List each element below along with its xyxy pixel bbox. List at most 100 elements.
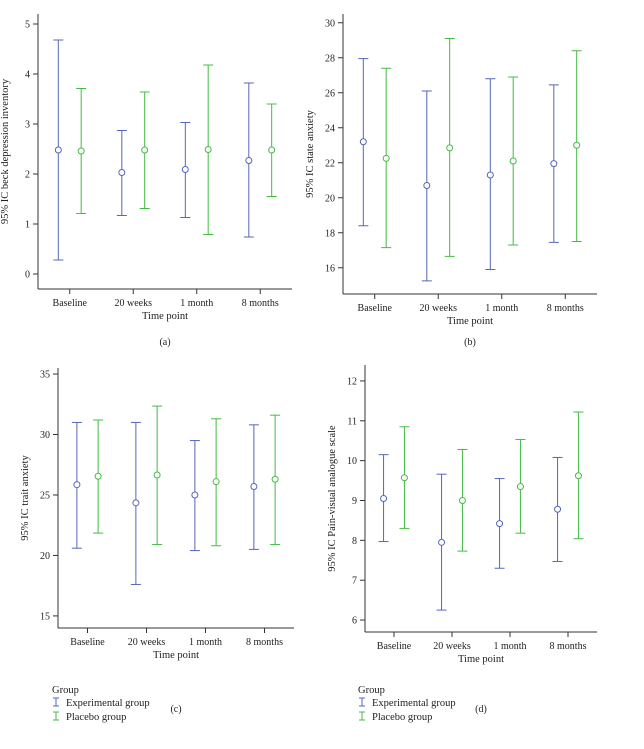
legend-d-label-placebo: Placebo group (372, 712, 432, 723)
chart-d-y-label: 95% IC Pain-visual analogue scale (327, 425, 338, 572)
chart-a-point-placebo (141, 146, 149, 154)
chart-b-point-experimental (486, 171, 494, 179)
chart-c-point-placebo (271, 475, 279, 483)
chart-c-point-placebo (94, 472, 102, 480)
chart-a-errorbar-placebo (203, 64, 214, 235)
chart-c-y-tick-label: 20 (40, 551, 50, 562)
chart-d-point-experimental (438, 538, 446, 546)
chart-d-errorbar-experimental (552, 456, 563, 562)
chart-b-point-placebo (446, 144, 454, 152)
chart-b-errorbar-placebo (381, 67, 392, 249)
legend-c-label-placebo: Placebo group (66, 712, 126, 723)
chart-a-panel-label: (a) (159, 337, 170, 348)
chart-a-errorbar-experimental (116, 130, 127, 216)
chart-b-y-tick-label: 16 (325, 263, 335, 274)
chart-b-y-tick-label: 24 (325, 123, 335, 134)
chart-d-x-tick-label: 8 months (550, 641, 587, 652)
legend-c-swatch-placebo (53, 711, 59, 721)
chart-d-y-tick-label: 11 (347, 416, 357, 427)
chart-a-errorbar-placebo (76, 88, 87, 214)
chart-b-y-tick-label: 26 (325, 88, 335, 99)
chart-b-errorbar-experimental (485, 78, 496, 270)
chart-d-point-placebo (574, 472, 582, 480)
legend-c: Group Experimental group Placebo group (52, 685, 150, 723)
chart-a-y-label: 95% IC beck depression inventory (0, 78, 11, 224)
legend-c-label-experimental: Experimental group (66, 698, 150, 709)
chart-a-y-tick-label: 4 (25, 70, 30, 81)
legend-d-entry-experimental: Experimental group (359, 697, 456, 709)
chart-b-y-tick-label: 28 (325, 53, 335, 64)
chart-d-x-tick-label: 1 month (493, 641, 526, 652)
chart-b-point-experimental (550, 160, 558, 168)
chart-b: 16 18 20 22 24 26 28 30 Baseline 20 weeks 1 month 8… (305, 14, 597, 348)
chart-a-errorbar-placebo (139, 91, 150, 209)
chart-b-errorbar-placebo (508, 76, 519, 246)
chart-c-x-tick-label: Baseline (70, 637, 105, 648)
chart-a-errorbar-experimental (180, 122, 191, 218)
chart-d-y-tick-label: 12 (347, 376, 357, 387)
chart-d-errorbar-experimental (494, 478, 505, 569)
chart-a-x-tick-label: 20 weeks (115, 298, 153, 309)
chart-d-point-placebo (516, 483, 524, 491)
chart-a-errorbar-experimental (53, 39, 64, 261)
chart-d-panel-label: (d) (475, 704, 487, 715)
chart-b-y-tick-label: 18 (325, 228, 335, 239)
chart-b-x-tick-label: Baseline (358, 303, 393, 314)
chart-a-point-experimental (245, 157, 253, 164)
chart-b-x-tick-label: 8 months (547, 303, 584, 314)
chart-c-x-label: Time point (153, 650, 199, 661)
chart-c-point-experimental (132, 499, 140, 507)
chart-c-point-experimental (191, 491, 199, 499)
chart-b-y-tick-label: 20 (325, 193, 335, 204)
chart-b-point-placebo (382, 154, 390, 162)
chart-b-errorbar-experimental (548, 84, 559, 243)
chart-c-point-experimental (250, 483, 258, 491)
chart-b-y-tick-label: 30 (325, 18, 335, 29)
chart-c-errorbar-placebo (152, 405, 163, 546)
chart-a-x-tick-label: Baseline (53, 298, 88, 309)
legend-c-title: Group (52, 685, 79, 696)
chart-c-y-tick-label: 30 (40, 430, 50, 441)
chart-d-y-tick-label: 9 (352, 496, 357, 507)
chart-c-panel-label: (c) (170, 704, 181, 715)
legend-d-title: Group (358, 685, 385, 696)
chart-d-errorbar-placebo (515, 439, 526, 534)
chart-d-errorbar-placebo (457, 448, 468, 552)
chart-a-point-placebo (204, 146, 212, 153)
chart-d-point-experimental (496, 520, 504, 528)
chart-a-y-tick-label: 2 (25, 170, 30, 181)
chart-a-y-tick-label: 5 (25, 20, 30, 31)
chart-d-point-experimental (380, 495, 388, 502)
chart-b-errorbar-placebo (444, 38, 455, 257)
chart-c-errorbar-experimental (71, 421, 82, 549)
chart-a-point-placebo (268, 146, 276, 154)
chart-d-errorbar-experimental (378, 454, 389, 543)
chart-b-errorbar-experimental (358, 58, 369, 227)
chart-c-errorbar-placebo (270, 414, 281, 546)
chart-b-x-tick-label: 20 weeks (420, 303, 458, 314)
chart-c-point-placebo (153, 471, 161, 479)
chart-d-x-tick-label: Baseline (377, 641, 412, 652)
chart-d-errorbar-placebo (573, 411, 584, 540)
chart-d: 6 7 8 9 10 11 12 Baseline 20 weeks 1 month 8 month… (327, 365, 597, 715)
chart-b-panel-label: (b) (464, 337, 476, 348)
chart-a-point-experimental (118, 169, 126, 176)
chart-c-point-experimental (73, 481, 81, 489)
chart-b-y-tick-label: 22 (325, 158, 335, 169)
chart-a-x-tick-label: 1 month (180, 298, 213, 309)
chart-d-errorbar-experimental (436, 473, 447, 611)
chart-c-y-tick-label: 15 (40, 611, 50, 622)
chart-d-x-label: Time point (458, 654, 504, 665)
chart-a-x-label: Time point (142, 311, 188, 322)
chart-c: 15 20 25 30 35 Baseline 20 weeks 1 month 8 month… (20, 368, 294, 715)
chart-c-y-label: 95% IC trait anxiety (20, 455, 31, 541)
legend-d: Group Experimental group Placebo group (358, 685, 456, 723)
chart-c-point-placebo (212, 478, 220, 486)
legend-c-entry-experimental: Experimental group (53, 697, 150, 709)
legend-c-entry-placebo: Placebo group (53, 711, 126, 723)
chart-c-errorbar-experimental (248, 424, 259, 550)
chart-a-y-tick-label: 1 (25, 220, 30, 231)
legend-d-entry-placebo: Placebo group (359, 711, 432, 723)
chart-b-errorbar-placebo (571, 50, 582, 242)
